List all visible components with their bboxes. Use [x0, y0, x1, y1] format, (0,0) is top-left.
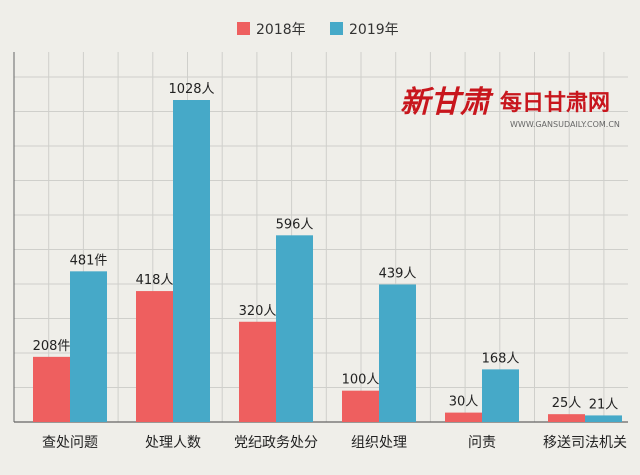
category-label-0: 查处问题 [42, 435, 98, 451]
bar-2018-1 [136, 291, 173, 422]
bar-2018-0 [33, 356, 70, 422]
value-label-2018-2: 320人 [239, 304, 277, 319]
bar-2019-0 [70, 271, 107, 422]
value-label-2018-4: 30人 [449, 395, 479, 410]
bar-2019-2 [276, 235, 313, 422]
value-label-2019-1: 1028人 [168, 82, 214, 97]
category-labels: 查处问题 处理人数 党纪政务处分 组织处理 问责 移送司法机关 [42, 435, 627, 451]
value-label-2018-0: 208件 [33, 339, 71, 354]
value-label-2018-3: 100人 [342, 373, 380, 388]
axes [13, 52, 628, 423]
bar-2019-3 [379, 284, 416, 422]
bar-2018-2 [239, 321, 276, 422]
bar-2019-5 [585, 415, 622, 422]
site-watermark: 新甘肃 每日甘肃网 WWW.GANSUDAILY.COM.CN [400, 85, 620, 129]
category-label-3: 组织处理 [351, 435, 407, 451]
brand-site-url: WWW.GANSUDAILY.COM.CN [510, 120, 620, 129]
value-labels: 208件 481件 418人 1028人 320人 596人 100人 439人 30人 168人… [33, 82, 619, 412]
bar-2019-4 [482, 369, 519, 422]
bar-2019-1 [173, 100, 210, 422]
bar-2018-5 [548, 414, 585, 422]
category-label-5: 移送司法机关 [543, 435, 627, 451]
value-label-2019-3: 439人 [379, 266, 417, 281]
brand-logo-art: 新甘肃 [400, 85, 494, 120]
category-label-1: 处理人数 [145, 435, 201, 451]
value-label-2019-5: 21人 [589, 397, 619, 412]
brand-site-name: 每日甘肃网 [500, 90, 610, 116]
legend-label-2018: 2018年 [256, 22, 306, 38]
value-label-2018-5: 25人 [552, 396, 582, 411]
legend-swatch-2018 [237, 22, 250, 35]
bar-2018-3 [342, 390, 379, 422]
value-label-2019-0: 481件 [70, 253, 108, 268]
value-label-2019-4: 168人 [482, 351, 520, 366]
value-label-2019-2: 596人 [276, 217, 314, 232]
category-label-2: 党纪政务处分 [234, 435, 318, 451]
legend-swatch-2019 [330, 22, 343, 35]
bar-2018-4 [445, 412, 482, 422]
legend: 2018年 2019年 [237, 22, 399, 38]
bars [33, 100, 622, 422]
legend-label-2019: 2019年 [349, 22, 399, 38]
value-label-2018-1: 418人 [136, 273, 174, 288]
category-label-4: 问责 [468, 435, 496, 451]
